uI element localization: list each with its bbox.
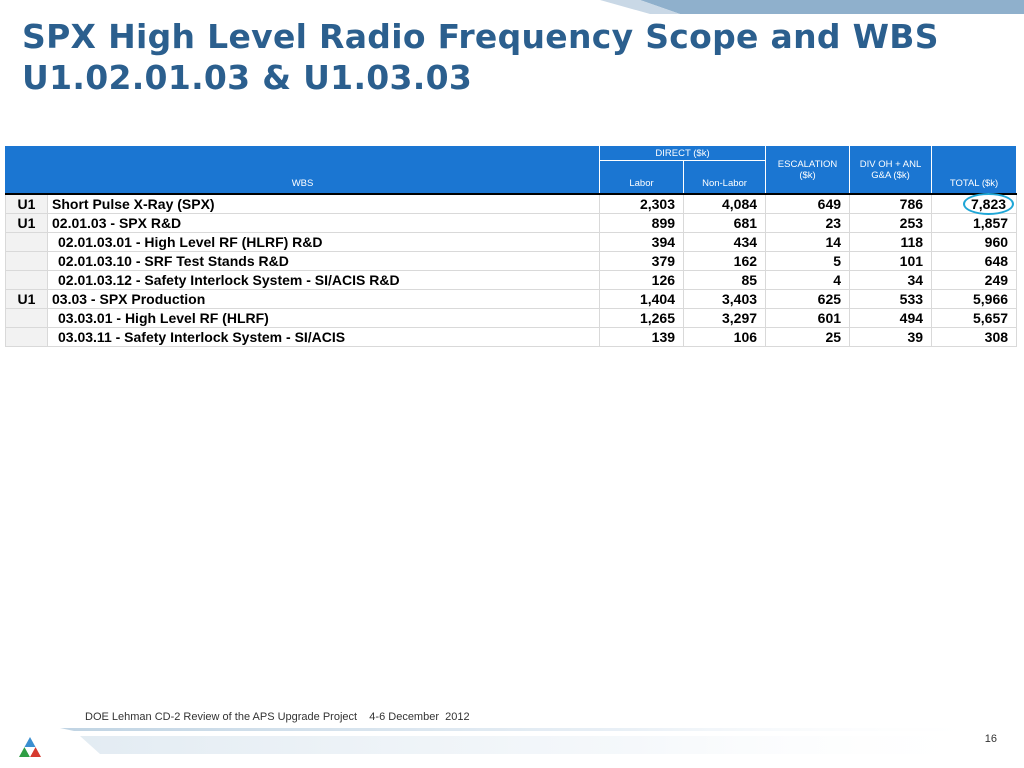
- top-decorative-bar: [600, 0, 1024, 14]
- row-escalation: 23: [765, 213, 851, 233]
- row-labor: 1,265: [599, 308, 685, 328]
- header-wbs: WBS: [4, 145, 601, 195]
- header-non-labor: Non-Labor: [683, 160, 767, 195]
- row-escalation: 649: [765, 193, 851, 214]
- row-total: 648: [931, 251, 1018, 271]
- row-div-oh: 34: [849, 270, 933, 290]
- title-line-2: U1.02.01.03 & U1.03.03: [22, 58, 473, 97]
- footer-decorative-band: [60, 728, 1000, 754]
- header-escalation-line2: ($k): [799, 169, 816, 181]
- row-labor: 1,404: [599, 289, 685, 309]
- row-level: [5, 308, 48, 328]
- argonne-logo-icon: [19, 737, 41, 757]
- row-escalation: 625: [765, 289, 851, 309]
- header-escalation-line1: ESCALATION: [777, 158, 838, 170]
- row-escalation: 601: [765, 308, 851, 328]
- row-wbs-name: 02.01.03.12 - Safety Interlock System - …: [46, 270, 601, 290]
- table-row: U1 02.01.03 - SPX R&D 899 681 23 253 1,8…: [5, 213, 1018, 233]
- row-non-labor: 85: [683, 270, 767, 290]
- row-labor: 379: [599, 251, 685, 271]
- header-labor: Labor: [599, 160, 685, 195]
- row-non-labor: 681: [683, 213, 767, 233]
- row-level: [5, 327, 48, 347]
- row-total-cell: 7,823: [931, 193, 1018, 215]
- row-escalation: 25: [765, 327, 851, 347]
- row-non-labor: 434: [683, 232, 767, 252]
- row-level: U1: [5, 193, 48, 214]
- row-escalation: 4: [765, 270, 851, 290]
- row-non-labor: 3,403: [683, 289, 767, 309]
- table-row: 02.01.03.12 - Safety Interlock System - …: [5, 270, 1018, 290]
- row-level: [5, 270, 48, 290]
- row-non-labor: 106: [683, 327, 767, 347]
- header-direct: DIRECT ($k): [599, 145, 767, 161]
- row-wbs-name: 02.01.03.10 - SRF Test Stands R&D: [46, 251, 601, 271]
- title-line-1: SPX High Level Radio Frequency Scope and…: [22, 17, 939, 56]
- row-non-labor: 3,297: [683, 308, 767, 328]
- row-div-oh: 533: [849, 289, 933, 309]
- table-row: 03.03.11 - Safety Interlock System - SI/…: [5, 327, 1018, 347]
- row-div-oh: 494: [849, 308, 933, 328]
- table-row: U1 03.03 - SPX Production 1,404 3,403 62…: [5, 289, 1018, 309]
- table-row: 02.01.03.01 - High Level RF (HLRF) R&D 3…: [5, 232, 1018, 252]
- row-div-oh: 786: [849, 193, 933, 214]
- row-total: 1,857: [931, 213, 1018, 233]
- row-level: [5, 251, 48, 271]
- table-row: 02.01.03.10 - SRF Test Stands R&D 379 16…: [5, 251, 1018, 271]
- row-level: U1: [5, 213, 48, 233]
- header-div-oh: DIV OH + ANL G&A ($k): [849, 145, 933, 195]
- table-row: U1 Short Pulse X-Ray (SPX) 2,303 4,084 6…: [5, 193, 1018, 215]
- highlighted-total: 7,823: [962, 193, 1015, 215]
- row-div-oh: 101: [849, 251, 933, 271]
- row-total: 5,657: [931, 308, 1018, 328]
- row-total: 308: [931, 327, 1018, 347]
- row-wbs-name: 02.01.03.01 - High Level RF (HLRF) R&D: [46, 232, 601, 252]
- row-labor: 2,303: [599, 193, 685, 214]
- row-div-oh: 253: [849, 213, 933, 233]
- row-level: U1: [5, 289, 48, 309]
- row-labor: 394: [599, 232, 685, 252]
- header-total: TOTAL ($k): [931, 145, 1018, 195]
- row-div-oh: 118: [849, 232, 933, 252]
- slide-title: SPX High Level Radio Frequency Scope and…: [22, 16, 1002, 98]
- row-level: [5, 232, 48, 252]
- header-div-oh-line1: DIV OH + ANL: [859, 158, 922, 170]
- header-div-oh-line2: G&A ($k): [871, 169, 910, 181]
- row-non-labor: 162: [683, 251, 767, 271]
- footer-caption: DOE Lehman CD-2 Review of the APS Upgrad…: [85, 711, 470, 723]
- row-labor: 126: [599, 270, 685, 290]
- row-total: 960: [931, 232, 1018, 252]
- header-escalation: ESCALATION ($k): [765, 145, 851, 195]
- row-wbs-name: 03.03.11 - Safety Interlock System - SI/…: [46, 327, 601, 347]
- row-total: 249: [931, 270, 1018, 290]
- row-wbs-name: Short Pulse X-Ray (SPX): [46, 193, 601, 214]
- wbs-cost-table: WBS DIRECT ($k) ESCALATION ($k) DIV OH +…: [4, 145, 1018, 347]
- row-wbs-name: 03.03 - SPX Production: [46, 289, 601, 309]
- row-labor: 899: [599, 213, 685, 233]
- row-wbs-name: 03.03.01 - High Level RF (HLRF): [46, 308, 601, 328]
- row-total: 5,966: [931, 289, 1018, 309]
- row-div-oh: 39: [849, 327, 933, 347]
- row-wbs-name: 02.01.03 - SPX R&D: [46, 213, 601, 233]
- row-labor: 139: [599, 327, 685, 347]
- row-escalation: 5: [765, 251, 851, 271]
- table-row: 03.03.01 - High Level RF (HLRF) 1,265 3,…: [5, 308, 1018, 328]
- row-escalation: 14: [765, 232, 851, 252]
- row-non-labor: 4,084: [683, 193, 767, 214]
- page-number: 16: [984, 733, 997, 745]
